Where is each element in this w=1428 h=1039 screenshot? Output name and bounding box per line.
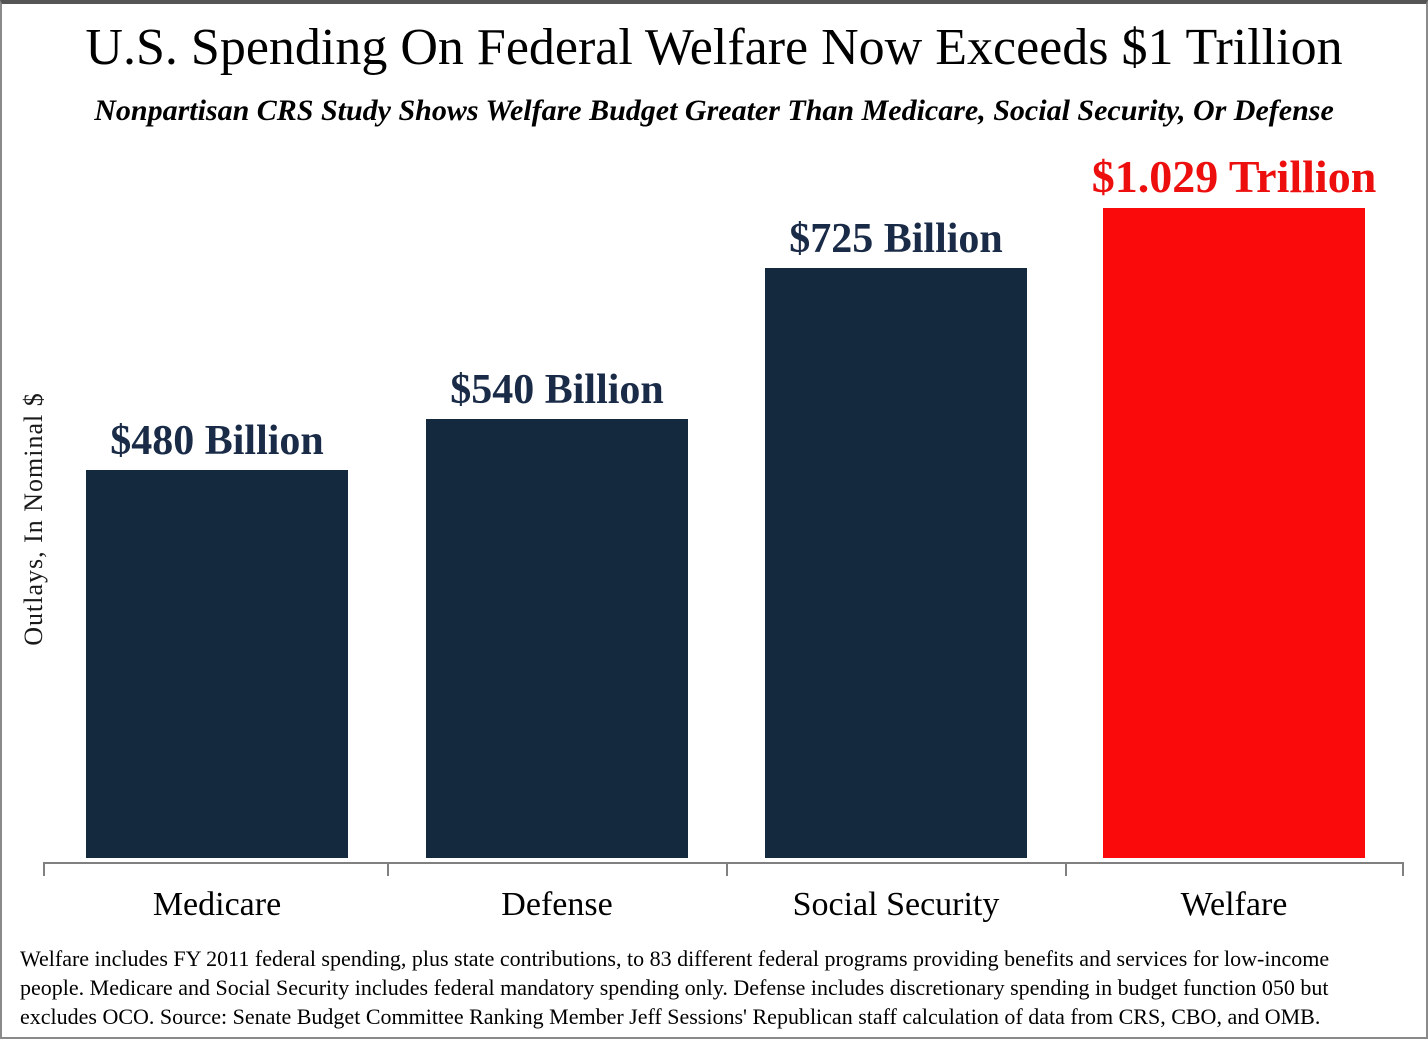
category-label-social-security: Social Security — [792, 886, 1000, 923]
bar-medicare — [86, 470, 348, 858]
category-label-medicare: Medicare — [152, 886, 282, 923]
x-axis-tick-4 — [1402, 862, 1404, 876]
category-label-welfare: Welfare — [1180, 886, 1288, 923]
footnote-line-1: Welfare includes FY 2011 federal spendin… — [20, 946, 1330, 971]
value-label-social-security: $725 Billion — [789, 216, 1003, 262]
value-label-defense: $540 Billion — [450, 367, 664, 413]
x-axis-tick-1 — [387, 862, 389, 876]
x-axis-tick-2 — [726, 862, 728, 876]
x-axis-tick-0 — [43, 862, 45, 876]
chart-title: U.S. Spending On Federal Welfare Now Exc… — [85, 19, 1343, 76]
value-label-welfare: $1.029 Trillion — [1091, 151, 1377, 202]
chart-subtitle: Nonpartisan CRS Study Shows Welfare Budg… — [94, 94, 1334, 127]
value-label-medicare: $480 Billion — [110, 418, 324, 464]
footnote: Welfare includes FY 2011 federal spendin… — [20, 944, 1418, 1031]
footnote-line-3: excludes OCO. Source: Senate Budget Comm… — [20, 1004, 1321, 1029]
bar-defense — [426, 419, 688, 858]
x-axis-tick-3 — [1065, 862, 1067, 876]
bar-welfare — [1103, 208, 1365, 858]
footnote-line-2: people. Medicare and Social Security inc… — [20, 975, 1329, 1000]
category-label-defense: Defense — [501, 886, 613, 923]
bar-social-security — [765, 268, 1027, 858]
x-axis-line — [43, 862, 1404, 864]
